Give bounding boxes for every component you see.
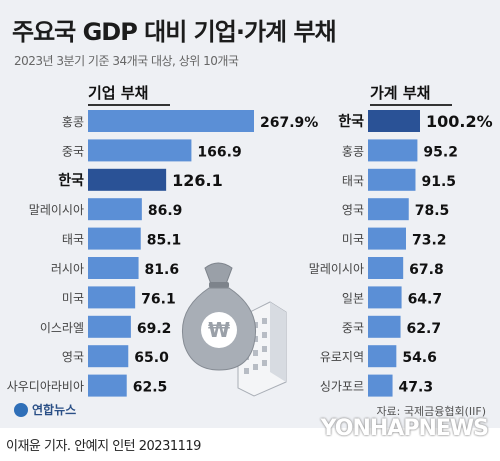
corporate-debt-title: 기업 부채 [88,84,149,102]
svg-text:₩: ₩ [208,318,230,342]
bar [368,257,404,279]
brand-name: 연합뉴스 [32,403,77,417]
value-label: 86.9 [148,203,183,219]
bar [368,110,420,132]
value-label: 267.9% [260,115,318,131]
category-label: 일본 [342,291,364,305]
value-label: 166.9 [197,144,241,160]
value-label: 67.8 [409,262,444,278]
bar [368,227,406,250]
bar [88,227,141,250]
value-label: 91.5 [421,174,456,190]
value-label: 69.2 [137,321,172,337]
page-title: 주요국 GDP 대비 기업·가계 부채 [12,18,337,46]
category-label: 러시아 [51,262,84,276]
value-label: 95.2 [423,144,458,160]
credit-footer: 이재윤 기자. 안예지 인턴 20231119 [6,439,201,454]
money-bag-icon: ₩ [181,262,257,371]
bar [368,198,409,221]
value-label: 65.0 [134,350,169,366]
bar [88,374,127,397]
value-label: 64.7 [408,291,443,307]
value-label: 62.7 [407,321,442,337]
value-label: 85.1 [147,233,182,249]
value-label: 73.2 [412,233,447,249]
bar [368,345,397,368]
household-debt-rule [370,104,452,106]
yonhap-logo-icon [14,402,28,417]
bar [88,257,139,279]
value-label: 100.2% [426,112,493,131]
value-label: 126.1 [172,171,223,190]
page-subtitle: 2023년 3분기 기준 34개국 대상, 상위 10개국 [14,54,239,68]
bar [88,168,167,191]
category-label: 홍콩 [62,115,84,129]
category-label: 태국 [62,233,84,247]
category-label: 한국 [338,114,364,130]
value-label: 62.5 [133,380,168,396]
bar [368,374,393,397]
value-label: 47.3 [399,380,434,396]
bar [368,286,402,309]
value-label: 78.5 [415,203,450,219]
category-label: 한국 [58,173,84,189]
category-label: 홍콩 [342,144,364,158]
won-sign-icon [201,312,237,348]
bar [368,139,418,162]
bar [88,345,129,368]
bar [88,110,254,132]
category-label: 미국 [62,291,84,305]
category-label: 말레이시아 [29,203,84,217]
category-label: 유로지역 [320,350,364,364]
category-label: 사우디아라비아 [7,380,84,394]
bar [88,315,131,338]
household-debt-bars: 한국 100.2% 홍콩 95.2 태국 91.5 영국 78.5 미국 73.2 말레이시아 67.… [309,110,493,397]
value-label: 81.6 [145,262,180,278]
chart-area: ₩ 홍콩 267.9% 중국 166.9 한국 126.1 말레이시아 86.9 태국 85.1 러… [7,110,493,397]
brand-logo: 연합뉴스 [14,401,76,418]
bar [368,315,401,338]
category-label: 말레이시아 [309,262,364,276]
bar [368,168,416,191]
category-label: 싱가포르 [320,380,364,394]
category-label: 이스라엘 [40,321,84,335]
household-debt-title: 가계 부채 [370,84,431,102]
bar [88,198,142,221]
category-label: 미국 [342,233,364,247]
source-note: 자료: 국제금융협회(IIF) [376,405,486,418]
watermark: YONHAPNEWS [320,416,489,441]
corporate-debt-rule [88,104,170,106]
bar [88,286,136,309]
value-label: 76.1 [141,291,176,307]
corporate-debt-bars: 홍콩 267.9% 중국 166.9 한국 126.1 말레이시아 86.9 태국 85.1 러시아… [7,110,318,397]
category-label: 영국 [342,203,364,217]
category-label: 중국 [62,144,84,158]
value-label: 54.6 [402,350,437,366]
category-label: 태국 [342,174,364,188]
category-label: 중국 [342,321,364,335]
bar [88,139,192,162]
category-label: 영국 [62,350,84,364]
